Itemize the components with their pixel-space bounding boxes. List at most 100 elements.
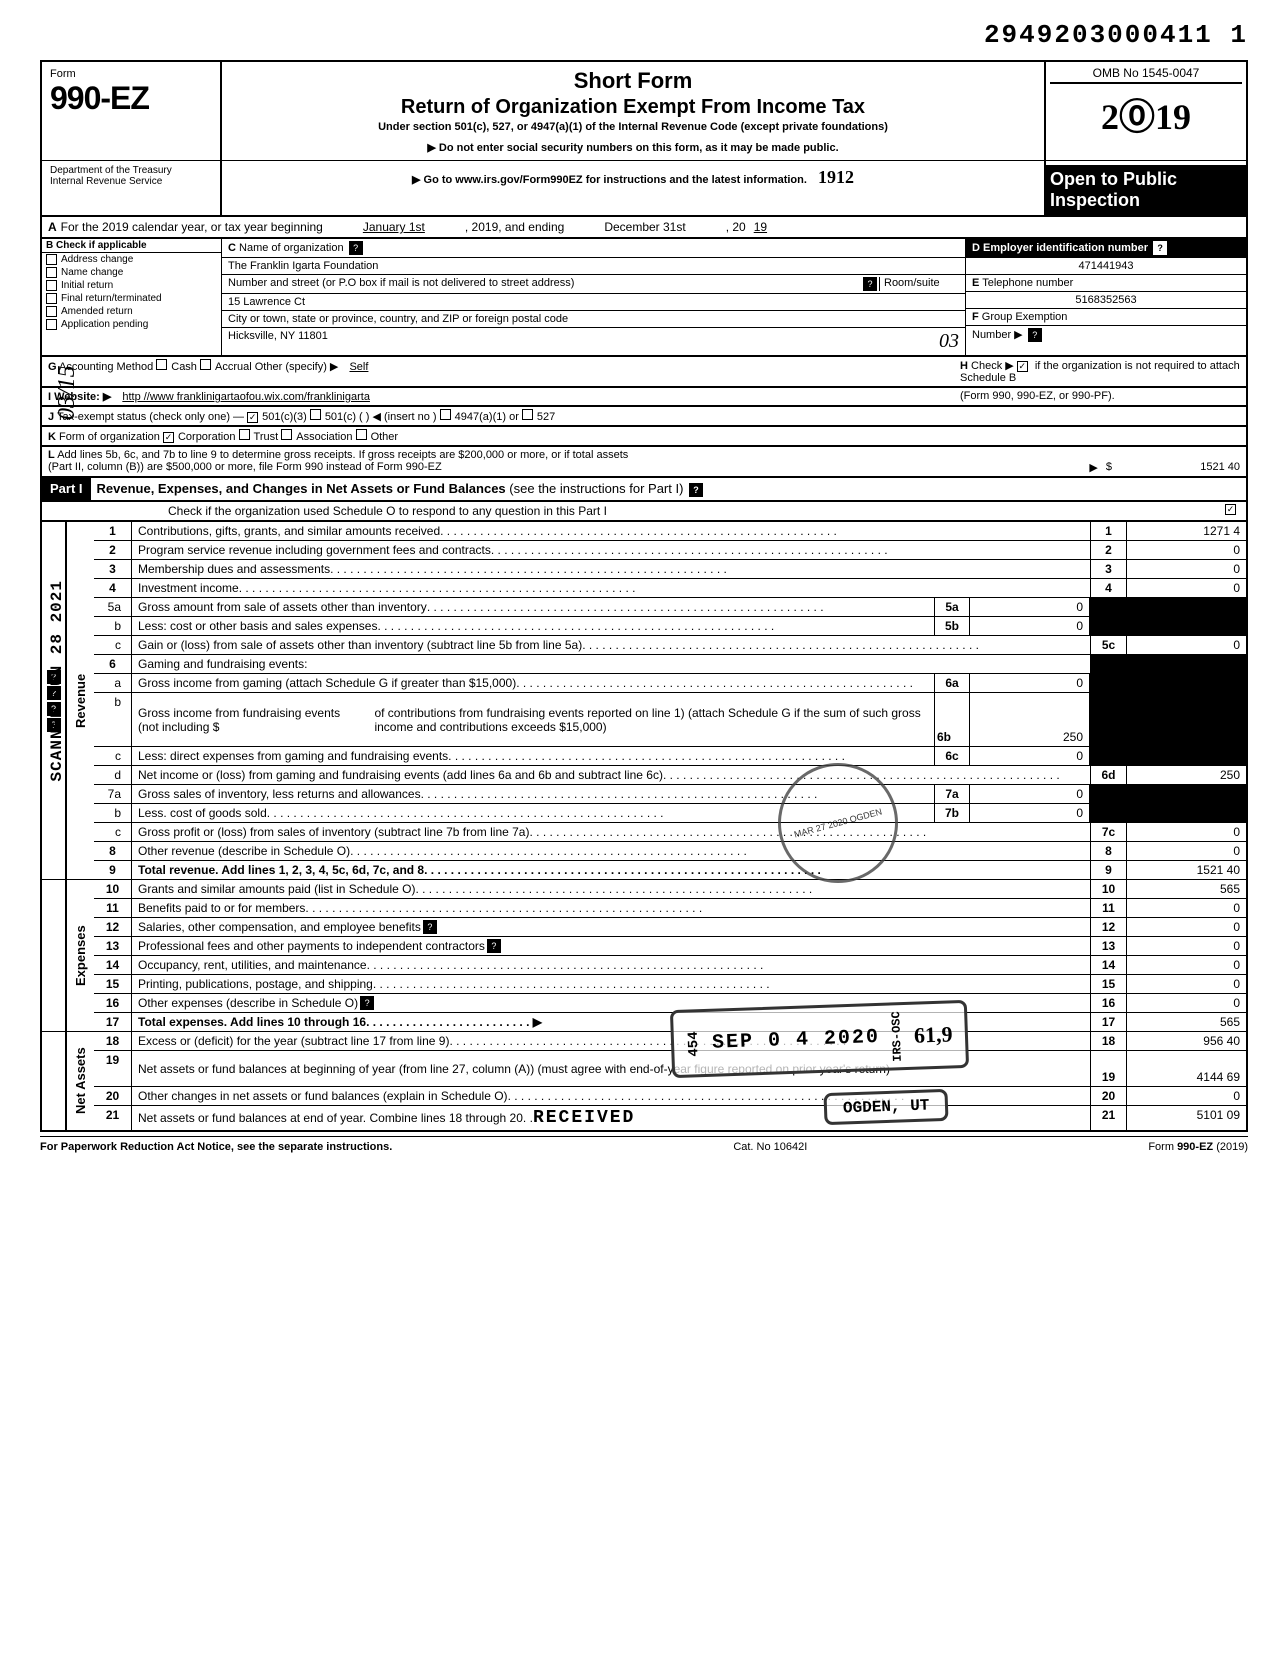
- chk-address-change[interactable]: [46, 254, 57, 265]
- ln-7a-mid: 7a: [934, 785, 970, 803]
- org-address: 15 Lawrence Ct: [222, 294, 965, 311]
- chk-schedule-o[interactable]: ✓: [1225, 504, 1236, 515]
- ln-12-desc: Salaries, other compensation, and employ…: [132, 918, 1090, 936]
- help-icon[interactable]: ?: [360, 996, 374, 1010]
- ln-9-col: 9: [1090, 861, 1126, 879]
- chk-amended[interactable]: [46, 306, 57, 317]
- opt-address-change: Address change: [61, 254, 133, 265]
- part-1-note: (see the instructions for Part I): [509, 481, 683, 496]
- ln-6a-mid: 6a: [934, 674, 970, 692]
- stamp-irs-osc: IRS-OSC: [890, 1011, 906, 1062]
- omb-number: OMB No 1545-0047: [1050, 66, 1242, 84]
- dept-1: Department of the Treasury: [50, 165, 212, 176]
- chk-accrual[interactable]: [200, 359, 211, 370]
- section-g-h: G Accounting Method Cash Accrual Other (…: [40, 357, 1248, 388]
- section-i: I Website: ▶ http //www franklinigartaof…: [40, 388, 1248, 407]
- ln-5c-desc: Gain or (loss) from sale of assets other…: [132, 636, 1090, 654]
- help-icon[interactable]: ?: [1153, 241, 1167, 255]
- section-f-text: Group Exemption: [982, 311, 1068, 323]
- help-icon[interactable]: ?: [689, 483, 703, 497]
- ln-5a-mid: 5a: [934, 598, 970, 616]
- help-icon[interactable]: ?: [349, 241, 363, 255]
- netassets-label: Net Assets: [66, 1032, 94, 1130]
- chk-501c[interactable]: [310, 409, 321, 420]
- ln-12-num: 12: [94, 918, 132, 936]
- chk-app-pending[interactable]: [46, 319, 57, 330]
- chk-assoc[interactable]: [281, 429, 292, 440]
- chk-trust[interactable]: [239, 429, 250, 440]
- ln-10-val: 565: [1126, 880, 1246, 898]
- help-icon[interactable]: ?: [1028, 328, 1042, 342]
- handwritten-619: 61,9: [914, 1021, 953, 1048]
- accounting-other-val: Self: [349, 361, 368, 373]
- ln-5a-midval: 0: [970, 598, 1090, 616]
- ln-6-desc: Gaming and fundraising events:: [132, 655, 1090, 673]
- chk-schedule-b[interactable]: ✓: [1017, 361, 1028, 372]
- section-a-text: For the 2019 calendar year, or tax year …: [61, 220, 323, 234]
- ln-2-num: 2: [94, 541, 132, 559]
- help-icon[interactable]: ?: [863, 277, 877, 291]
- year-begin: January 1st: [363, 220, 425, 234]
- ln-6c-desc: Less: direct expenses from gaming and fu…: [132, 747, 934, 765]
- chk-4947[interactable]: [440, 409, 451, 420]
- chk-501c3[interactable]: ✓: [247, 412, 258, 423]
- ln-12-col: 12: [1090, 918, 1126, 936]
- addr-label: Number and street (or P.O box if mail is…: [228, 277, 861, 291]
- opt-501c3: 501(c)(3): [262, 411, 307, 423]
- ln-20-val: 0: [1126, 1087, 1246, 1105]
- ln-20-col: 20: [1090, 1087, 1126, 1105]
- ln-21-val: 5101 09: [1126, 1106, 1246, 1130]
- chk-cash[interactable]: [156, 359, 167, 370]
- ln-1-col: 1: [1090, 522, 1126, 540]
- opt-name-change: Name change: [61, 267, 123, 278]
- shaded-cell: [1126, 785, 1246, 803]
- section-l: L Add lines 5b, 6c, and 7b to line 9 to …: [40, 447, 1248, 478]
- section-l-text2: (Part II, column (B)) are $500,000 or mo…: [48, 461, 442, 474]
- dept-row: Department of the Treasury Internal Reve…: [40, 160, 1248, 217]
- shaded-cell: [1126, 747, 1246, 765]
- shaded-cell: [1090, 674, 1126, 692]
- title-instr-2: ▶ Go to www.irs.gov/Form990EZ for instru…: [412, 174, 807, 186]
- shaded-cell: [1090, 598, 1126, 616]
- chk-final-return[interactable]: [46, 293, 57, 304]
- shaded-cell: [1126, 598, 1246, 616]
- ln-5c-val: 0: [1126, 636, 1246, 654]
- ein-value: 471441943: [966, 258, 1246, 275]
- ln-14-num: 14: [94, 956, 132, 974]
- ln-18-col: 18: [1090, 1032, 1126, 1050]
- chk-527[interactable]: [522, 409, 533, 420]
- ln-7c-desc: Gross profit or (loss) from sales of inv…: [132, 823, 1090, 841]
- chk-other-org[interactable]: [356, 429, 367, 440]
- ln-7c-col: 7c: [1090, 823, 1126, 841]
- opt-assoc: Association: [296, 431, 352, 443]
- title-main: Short Form: [232, 68, 1034, 94]
- footer-left: For Paperwork Reduction Act Notice, see …: [40, 1141, 392, 1153]
- shaded-cell: [1090, 655, 1126, 673]
- dept-2: Internal Revenue Service: [50, 176, 212, 187]
- help-icon[interactable]: ?: [487, 939, 501, 953]
- section-a-suffix: , 20: [726, 220, 746, 234]
- ln-1-val: 1271 4: [1126, 522, 1246, 540]
- help-icon[interactable]: ?: [423, 920, 437, 934]
- ln-14-val: 0: [1126, 956, 1246, 974]
- form-number: 990-EZ: [50, 80, 212, 117]
- opt-cash: Cash: [171, 361, 197, 373]
- section-f-text2: Number ▶: [972, 329, 1023, 341]
- form-header: Form 990-EZ Short Form Return of Organiz…: [40, 60, 1248, 160]
- ln-3-desc: Membership dues and assessments: [132, 560, 1090, 578]
- opt-other-org: Other: [371, 431, 399, 443]
- shaded-cell: [1126, 804, 1246, 822]
- section-a-label: A: [48, 220, 57, 234]
- ln-3-col: 3: [1090, 560, 1126, 578]
- shaded-cell: [1126, 693, 1246, 746]
- section-h-text3: (Form 990, 990-EZ, or 990-PF).: [960, 390, 1240, 403]
- part-1-table: ? ? ? ? Revenue 1Contributions, gifts, g…: [40, 522, 1248, 1132]
- chk-corp[interactable]: ✓: [163, 432, 174, 443]
- chk-name-change[interactable]: [46, 267, 57, 278]
- shaded-cell: [1090, 617, 1126, 635]
- ln-19-col: 19: [1090, 1051, 1126, 1086]
- ln-3-val: 0: [1126, 560, 1246, 578]
- open-public-1: Open to Public: [1050, 169, 1242, 190]
- ln-9-val: 1521 40: [1126, 861, 1246, 879]
- chk-initial-return[interactable]: [46, 280, 57, 291]
